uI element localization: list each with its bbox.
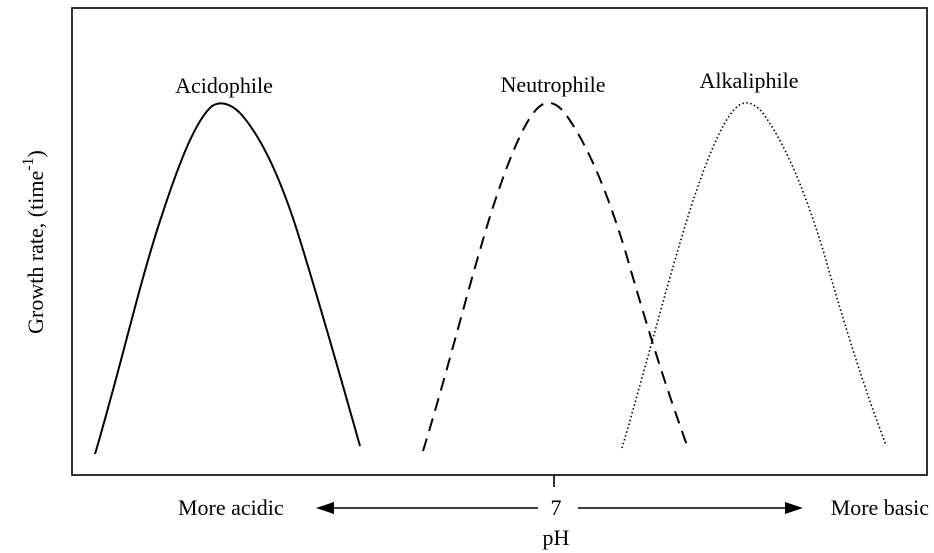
acidophile-curve xyxy=(94,102,361,455)
seven-label: 7 xyxy=(551,495,562,520)
neutrophile-curve xyxy=(422,101,689,452)
alkaliphile-curve xyxy=(621,102,887,449)
acidophile-label: Acidophile xyxy=(175,73,273,98)
alkaliphile-label: Alkaliphile xyxy=(700,68,799,93)
y-axis-label-main: Growth rate, (time xyxy=(23,171,48,334)
y-axis-label: Growth rate, (time-1) xyxy=(20,150,48,334)
ph-label: pH xyxy=(543,525,570,550)
plot-frame xyxy=(71,7,928,476)
y-axis-label-close: ) xyxy=(23,150,48,157)
neutrophile-label: Neutrophile xyxy=(500,72,605,97)
more-basic-label: More basic xyxy=(831,495,930,520)
right-arrow-head xyxy=(785,502,803,514)
y-axis-label-exponent: -1 xyxy=(20,157,37,170)
more-acidic-label: More acidic xyxy=(178,495,284,520)
left-arrow-head xyxy=(316,502,334,514)
